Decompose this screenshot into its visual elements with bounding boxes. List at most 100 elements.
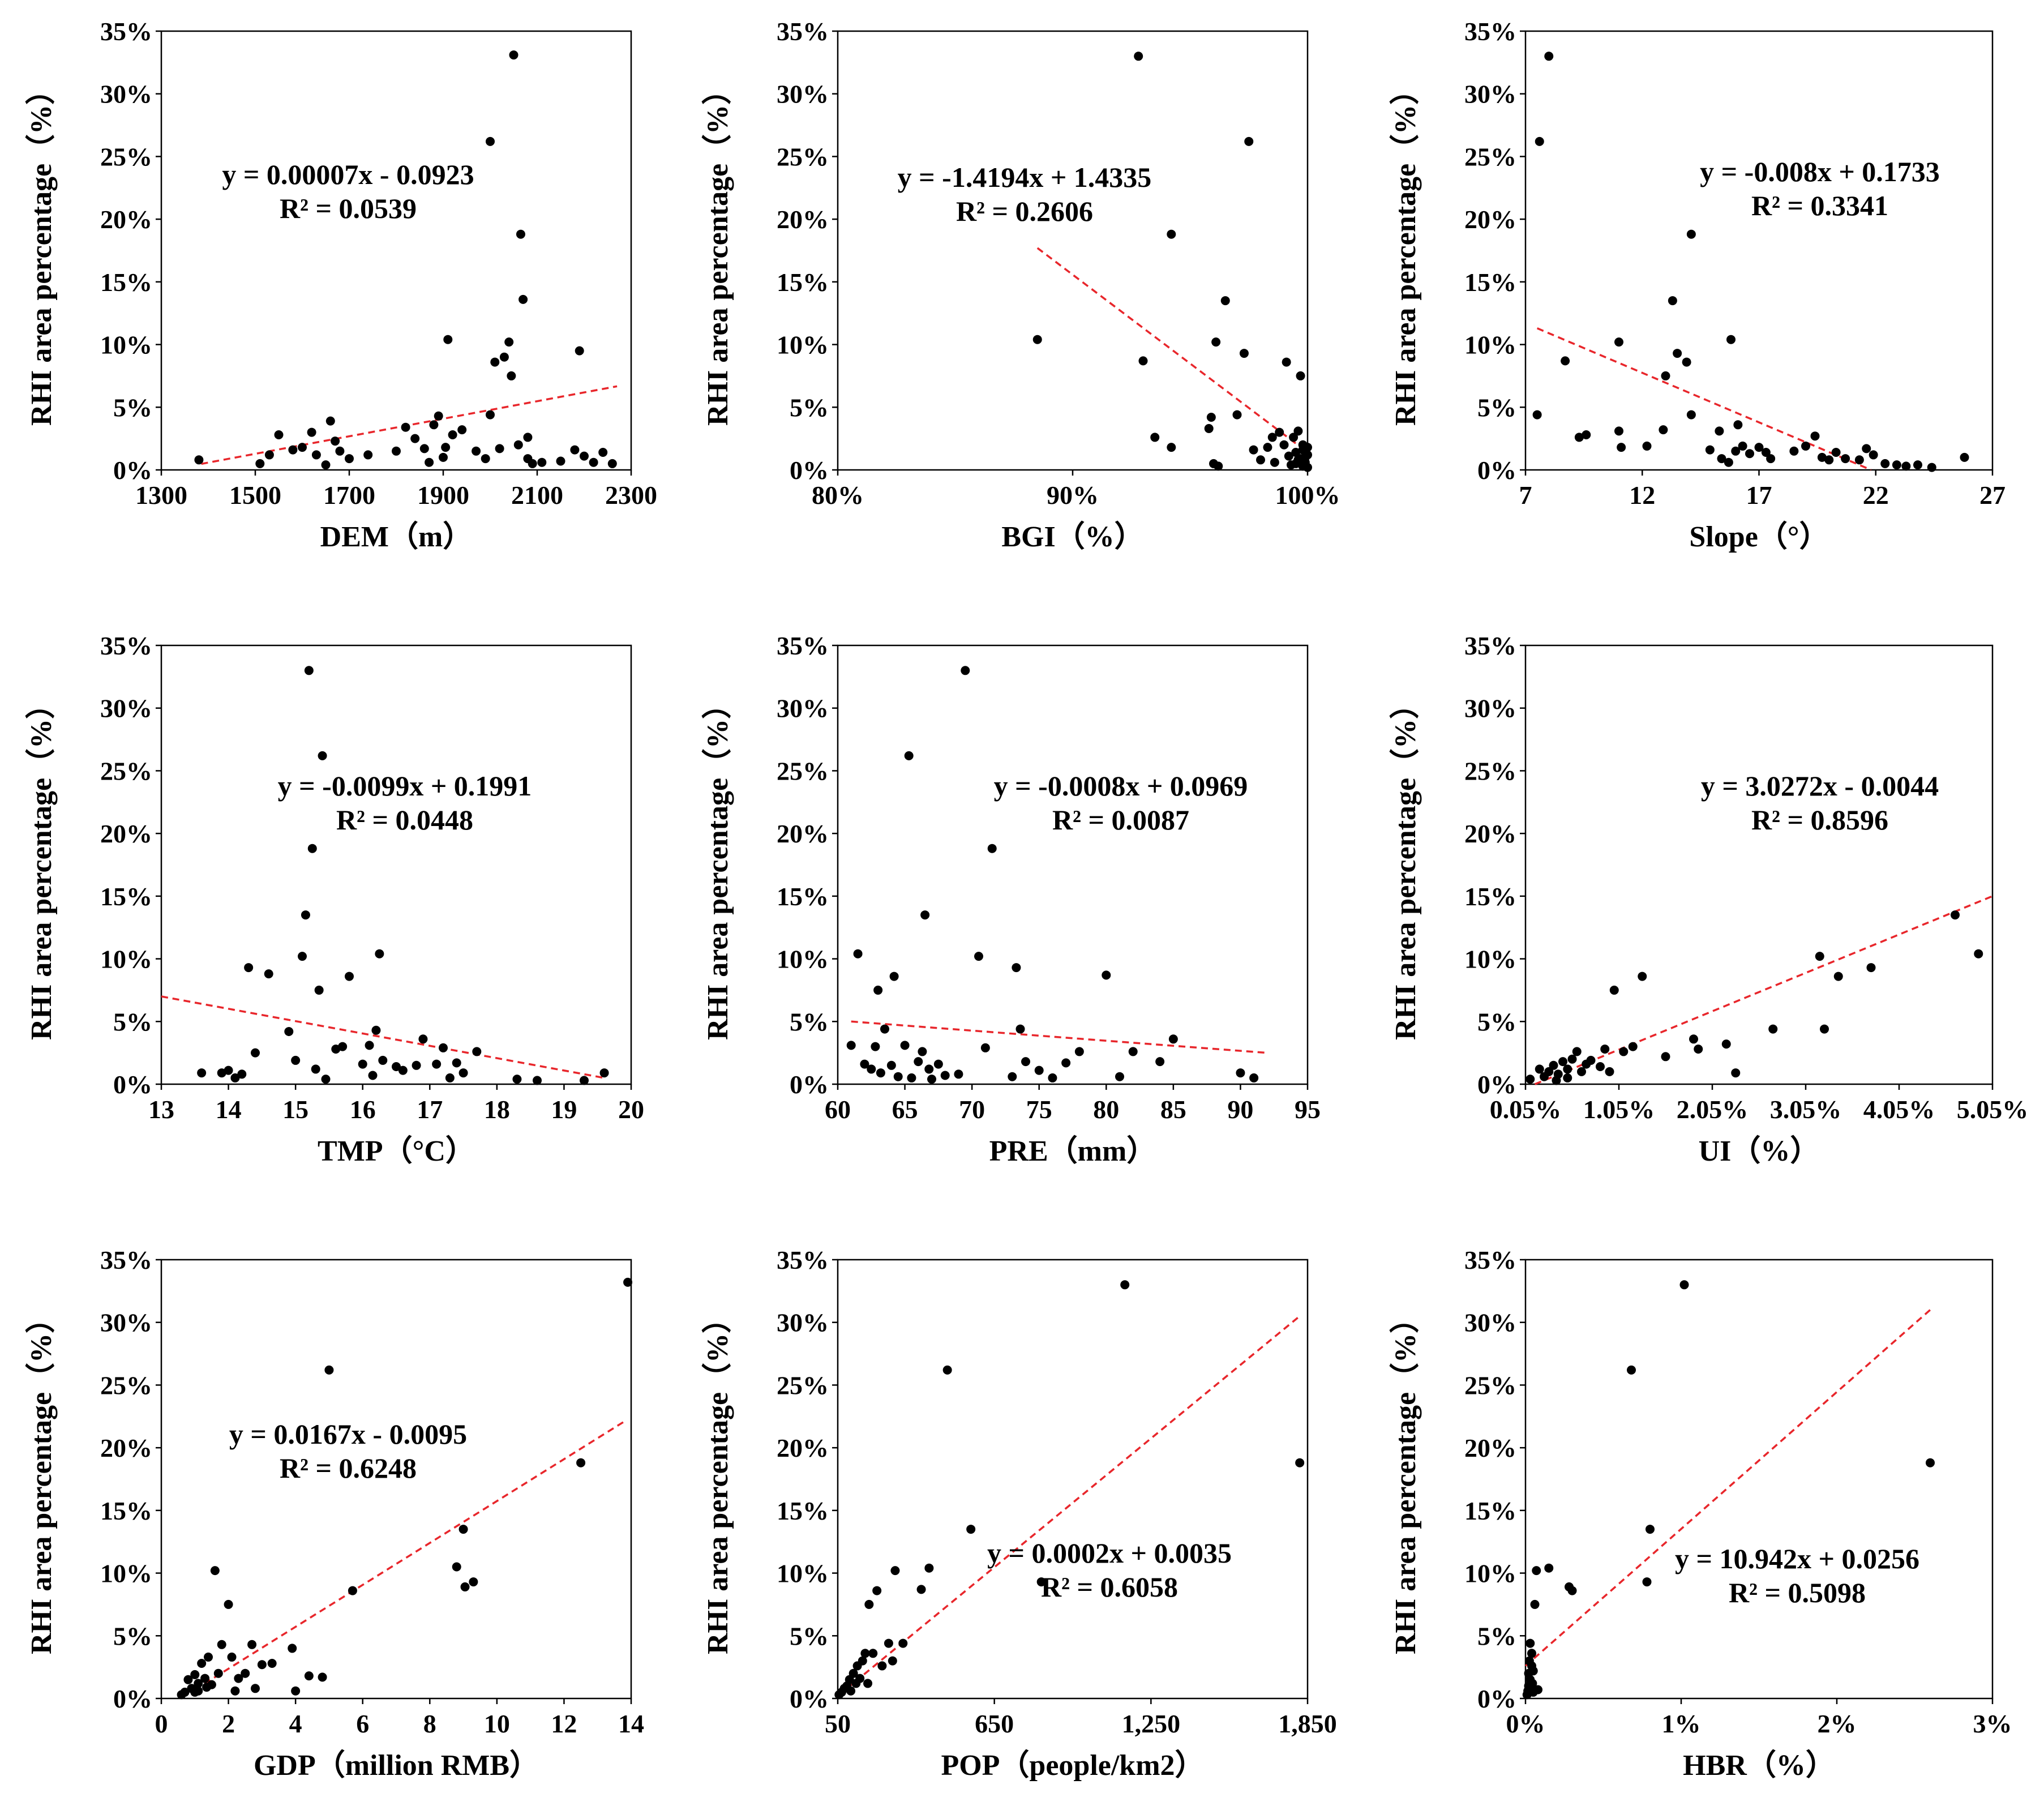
- data-point: [375, 949, 384, 959]
- x-tick-label: 50: [825, 1709, 851, 1738]
- y-tick-label: 20%: [777, 819, 829, 848]
- data-point: [1738, 441, 1747, 451]
- x-tick-label: 0: [155, 1709, 168, 1738]
- r-squared-label: R² = 0.2606: [956, 195, 1093, 227]
- data-point: [942, 1365, 952, 1375]
- x-tick-label: 85: [1160, 1095, 1186, 1124]
- y-tick-label: 30%: [1464, 80, 1516, 109]
- data-point: [1892, 460, 1901, 470]
- data-point: [1586, 1055, 1596, 1065]
- data-point: [1577, 1067, 1586, 1076]
- data-point: [1236, 1068, 1245, 1078]
- data-point: [1115, 1072, 1124, 1081]
- x-tick-label: 13: [148, 1095, 174, 1124]
- data-point: [1291, 459, 1301, 468]
- r-squared-label: R² = 0.6248: [280, 1452, 417, 1484]
- y-tick-label: 0%: [113, 456, 152, 485]
- y-tick-label: 30%: [777, 80, 829, 109]
- data-point: [884, 1638, 893, 1648]
- data-point: [914, 1057, 923, 1067]
- y-tick-label: 15%: [1464, 1496, 1516, 1525]
- data-point: [1869, 450, 1878, 460]
- y-tick-label: 30%: [777, 1308, 829, 1337]
- x-tick-label: 1500: [229, 481, 281, 510]
- data-point: [392, 446, 401, 456]
- data-point: [251, 1684, 260, 1693]
- x-axis-label: GDP（million RMB）: [254, 1749, 539, 1782]
- data-point: [335, 446, 345, 456]
- data-point: [200, 1674, 210, 1683]
- data-point: [445, 1073, 455, 1082]
- data-point: [570, 445, 580, 455]
- x-tick-label: 8: [423, 1709, 436, 1738]
- x-tick-label: 95: [1295, 1095, 1321, 1124]
- y-tick-label: 5%: [790, 1007, 829, 1036]
- data-point: [1679, 1280, 1689, 1290]
- data-point: [1682, 357, 1691, 367]
- data-point: [1298, 440, 1308, 450]
- x-axis-label: HBR（%）: [1683, 1749, 1835, 1782]
- data-point: [575, 346, 584, 356]
- scatter-panel-8: 0% 5% 10% 15% 20% 25% 30% 35% 50 650 1,250 1,850 POP…: [701, 1246, 1337, 1782]
- data-point: [458, 1068, 468, 1078]
- data-point: [298, 952, 307, 961]
- trend-line: [1524, 1309, 1931, 1667]
- data-point: [1646, 1525, 1655, 1534]
- r-squared-label: R² = 0.0087: [1052, 804, 1189, 836]
- data-point: [1211, 337, 1221, 347]
- data-point: [933, 1059, 943, 1069]
- data-point: [1563, 1073, 1572, 1082]
- y-tick-label: 5%: [113, 393, 152, 422]
- data-point: [392, 1062, 401, 1071]
- data-point: [1032, 335, 1042, 344]
- data-point: [244, 963, 254, 973]
- data-point: [904, 751, 914, 760]
- y-tick-label: 0%: [1477, 1070, 1516, 1099]
- data-point: [589, 457, 598, 467]
- data-point: [556, 456, 565, 466]
- data-point: [1960, 452, 1969, 462]
- plot-frame: [160, 30, 632, 471]
- data-point: [257, 1660, 267, 1670]
- x-tick-label: 1.05%: [1583, 1095, 1655, 1124]
- data-point: [324, 1365, 334, 1375]
- data-point: [868, 1649, 878, 1658]
- trend-line: [1534, 895, 1993, 1085]
- data-point: [1721, 1039, 1731, 1049]
- data-point: [457, 425, 467, 435]
- data-point: [418, 1034, 428, 1044]
- data-point: [886, 1060, 896, 1070]
- y-tick-label: 10%: [777, 1559, 829, 1588]
- data-point: [224, 1066, 233, 1075]
- y-axis-label: RHI area percentage（%）: [1389, 75, 1422, 426]
- y-tick-label: 20%: [100, 205, 152, 234]
- x-tick-label: 1700: [323, 481, 375, 510]
- y-tick-label: 10%: [777, 331, 829, 360]
- data-point: [213, 1668, 223, 1678]
- data-point: [1528, 1666, 1538, 1676]
- data-point: [880, 1024, 889, 1034]
- data-point: [227, 1652, 237, 1662]
- data-point: [1544, 1067, 1554, 1076]
- y-tick-label: 25%: [100, 756, 152, 785]
- data-point: [1731, 1068, 1741, 1078]
- data-point: [434, 411, 443, 421]
- x-tick-label: 16: [350, 1095, 376, 1124]
- y-tick-label: 20%: [777, 205, 829, 234]
- x-tick-label: 60: [825, 1095, 851, 1124]
- y-tick-label: 25%: [1464, 1371, 1516, 1400]
- y-tick-label: 0%: [1477, 1684, 1516, 1713]
- data-point: [1661, 1052, 1670, 1062]
- data-point: [1168, 1034, 1178, 1044]
- x-tick-label: 20: [618, 1095, 644, 1124]
- x-tick-label: 15: [282, 1095, 308, 1124]
- x-tick-label: 17: [417, 1095, 443, 1124]
- plot-frame: [1524, 1259, 1994, 1700]
- data-point: [1642, 441, 1652, 451]
- data-point: [1295, 1458, 1305, 1467]
- y-axis-label: RHI area percentage（%）: [1389, 1304, 1422, 1654]
- data-point: [1686, 410, 1696, 420]
- data-point: [197, 1659, 207, 1668]
- data-point: [893, 1072, 903, 1081]
- data-point: [1815, 952, 1824, 961]
